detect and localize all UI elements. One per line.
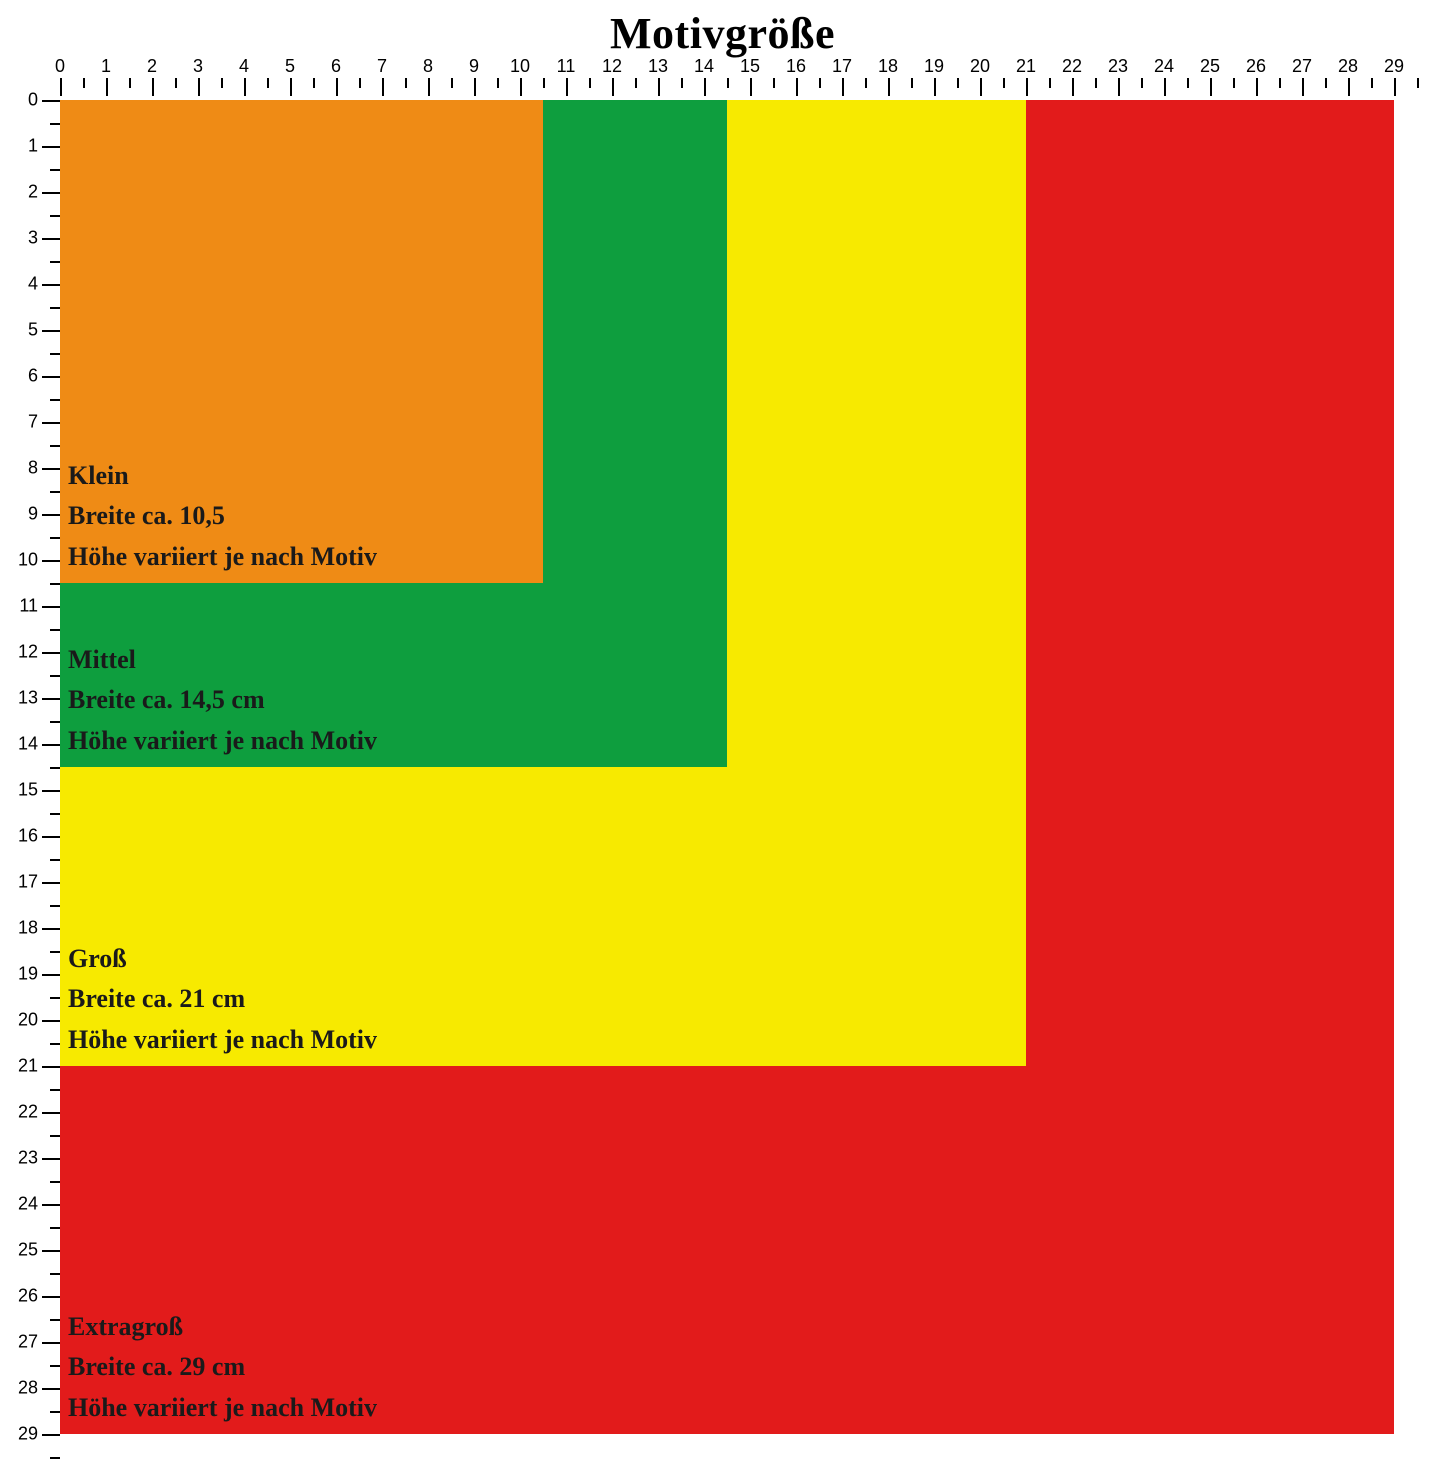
ruler-top-label: 7	[377, 56, 387, 77]
ruler-top-label: 10	[510, 56, 530, 77]
ruler-top-label: 3	[193, 56, 203, 77]
ruler-left-label: 26	[0, 1286, 38, 1307]
ruler-left-label: 24	[0, 1194, 38, 1215]
ruler-top-label: 12	[602, 56, 622, 77]
ruler-top-label: 26	[1246, 56, 1266, 77]
ruler-left-label: 12	[0, 642, 38, 663]
ruler-top-label: 6	[331, 56, 341, 77]
size-height: Höhe variiert je nach Motiv	[68, 1388, 377, 1428]
ruler-left-label: 25	[0, 1240, 38, 1261]
ruler-left-label: 4	[0, 274, 38, 295]
ruler-left-label: 27	[0, 1332, 38, 1353]
ruler-top-label: 16	[786, 56, 806, 77]
ruler-left-label: 9	[0, 504, 38, 525]
ruler-left-label: 8	[0, 458, 38, 479]
size-name: Mittel	[68, 640, 377, 680]
ruler-top-label: 4	[239, 56, 249, 77]
ruler-left-label: 2	[0, 182, 38, 203]
ruler-left-label: 0	[0, 90, 38, 111]
size-width: Breite ca. 21 cm	[68, 979, 377, 1019]
ruler-left-label: 13	[0, 688, 38, 709]
ruler-left-label: 6	[0, 366, 38, 387]
size-width: Breite ca. 10,5	[68, 496, 377, 536]
ruler-left-label: 22	[0, 1102, 38, 1123]
ruler-top-label: 8	[423, 56, 433, 77]
ruler-top-label: 5	[285, 56, 295, 77]
ruler-left-label: 18	[0, 918, 38, 939]
size-height: Höhe variiert je nach Motiv	[68, 537, 377, 577]
ruler-left-label: 21	[0, 1056, 38, 1077]
ruler-top-label: 24	[1154, 56, 1174, 77]
ruler-left-label: 16	[0, 826, 38, 847]
size-box-label-klein: KleinBreite ca. 10,5Höhe variiert je nac…	[68, 456, 377, 577]
ruler-top-label: 0	[55, 56, 65, 77]
ruler-top-label: 11	[557, 56, 576, 77]
size-name: Groß	[68, 939, 377, 979]
ruler-left-label: 28	[0, 1378, 38, 1399]
ruler-left-label: 19	[0, 964, 38, 985]
ruler-top-label: 21	[1016, 56, 1036, 77]
ruler-top-label: 23	[1108, 56, 1128, 77]
ruler-left-label: 5	[0, 320, 38, 341]
ruler-left-label: 10	[0, 550, 38, 571]
ruler-top-label: 2	[147, 56, 157, 77]
size-box-label-gross: GroßBreite ca. 21 cmHöhe variiert je nac…	[68, 939, 377, 1060]
ruler-left-label: 11	[0, 596, 38, 617]
ruler-left-label: 17	[0, 872, 38, 893]
ruler-top-label: 9	[469, 56, 479, 77]
size-width: Breite ca. 14,5 cm	[68, 680, 377, 720]
ruler-left-label: 29	[0, 1424, 38, 1445]
ruler-left-label: 7	[0, 412, 38, 433]
size-name: Extragroß	[68, 1307, 377, 1347]
ruler-top-label: 27	[1292, 56, 1312, 77]
ruler-left-label: 20	[0, 1010, 38, 1031]
page-title: Motivgröße	[0, 8, 1445, 59]
ruler-top-label: 17	[832, 56, 852, 77]
ruler-top-label: 28	[1338, 56, 1358, 77]
ruler-top-label: 1	[101, 56, 111, 77]
ruler-left-label: 3	[0, 228, 38, 249]
ruler-left-label: 14	[0, 734, 38, 755]
ruler-top-label: 19	[924, 56, 944, 77]
ruler-top-label: 29	[1384, 56, 1404, 77]
ruler-left-label: 23	[0, 1148, 38, 1169]
ruler-top-label: 14	[694, 56, 714, 77]
ruler-top-label: 15	[740, 56, 760, 77]
ruler-top-label: 22	[1062, 56, 1082, 77]
size-name: Klein	[68, 456, 377, 496]
size-height: Höhe variiert je nach Motiv	[68, 721, 377, 761]
ruler-top-label: 13	[648, 56, 668, 77]
size-box-label-extragross: ExtragroßBreite ca. 29 cmHöhe variiert j…	[68, 1307, 377, 1428]
ruler-top-label: 25	[1200, 56, 1220, 77]
ruler-top-label: 20	[970, 56, 990, 77]
ruler-left-label: 15	[0, 780, 38, 801]
ruler-top-label: 18	[878, 56, 898, 77]
size-box-label-mittel: MittelBreite ca. 14,5 cmHöhe variiert je…	[68, 640, 377, 761]
size-box-klein: KleinBreite ca. 10,5Höhe variiert je nac…	[60, 100, 543, 583]
size-height: Höhe variiert je nach Motiv	[68, 1020, 377, 1060]
size-width: Breite ca. 29 cm	[68, 1347, 377, 1387]
ruler-left-label: 1	[0, 136, 38, 157]
